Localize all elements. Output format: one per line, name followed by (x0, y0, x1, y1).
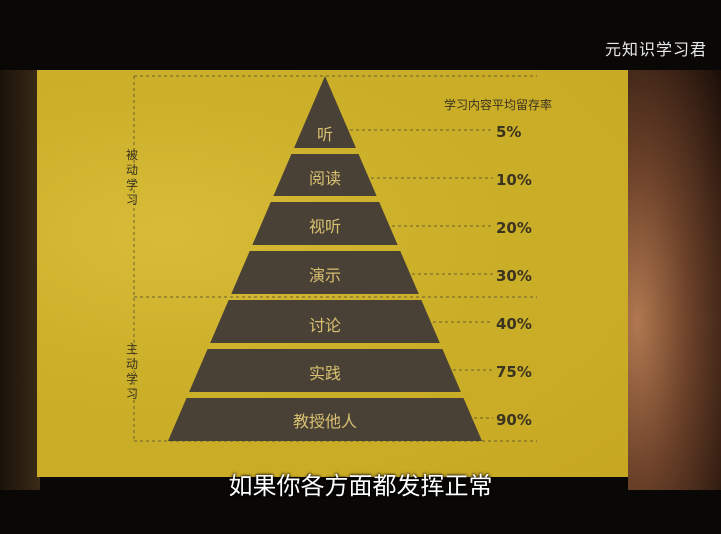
pyramid-tier-3 (231, 251, 419, 294)
tier-label-2: 视听 (308, 217, 341, 236)
tier-value-6: 90% (496, 411, 532, 429)
tier-label-3: 演示 (308, 266, 341, 285)
group-label-passive: 被动学习 (125, 148, 138, 207)
channel-watermark: 元知识学习君 (604, 40, 707, 59)
tier-label-5: 实践 (308, 364, 341, 383)
tier-label-1: 阅读 (308, 169, 341, 188)
tier-value-3: 30% (496, 267, 532, 285)
pyramid-tier-2 (252, 202, 398, 245)
pyramid-tier-5 (189, 349, 461, 392)
tier-value-2: 20% (496, 219, 532, 237)
tier-label-0: 听 (316, 125, 333, 144)
retention-header: 学习内容平均留存率 (443, 98, 552, 112)
tier-value-5: 75% (496, 363, 532, 381)
pyramid-tier-4 (210, 300, 440, 343)
tier-label-6: 教授他人 (292, 412, 357, 431)
learning-pyramid-slide: 学习内容平均留存率 被动学习 主动学习 听 阅读 视听 演示 讨论 实践 教授他… (37, 70, 628, 477)
pyramid-tier-0 (294, 76, 356, 148)
pyramid-tier-6 (168, 398, 482, 441)
tier-label-4: 讨论 (308, 316, 341, 335)
group-label-active: 主动学习 (125, 342, 138, 401)
video-background-left (0, 70, 40, 490)
video-subtitle: 如果你各方面都发挥正常 (228, 472, 493, 500)
tier-value-0: 5% (496, 123, 522, 141)
tier-value-4: 40% (496, 315, 532, 333)
pyramid-svg (133, 75, 537, 442)
tier-value-1: 10% (496, 171, 532, 189)
video-background-right (628, 70, 721, 490)
pyramid-tier-1 (273, 154, 377, 196)
